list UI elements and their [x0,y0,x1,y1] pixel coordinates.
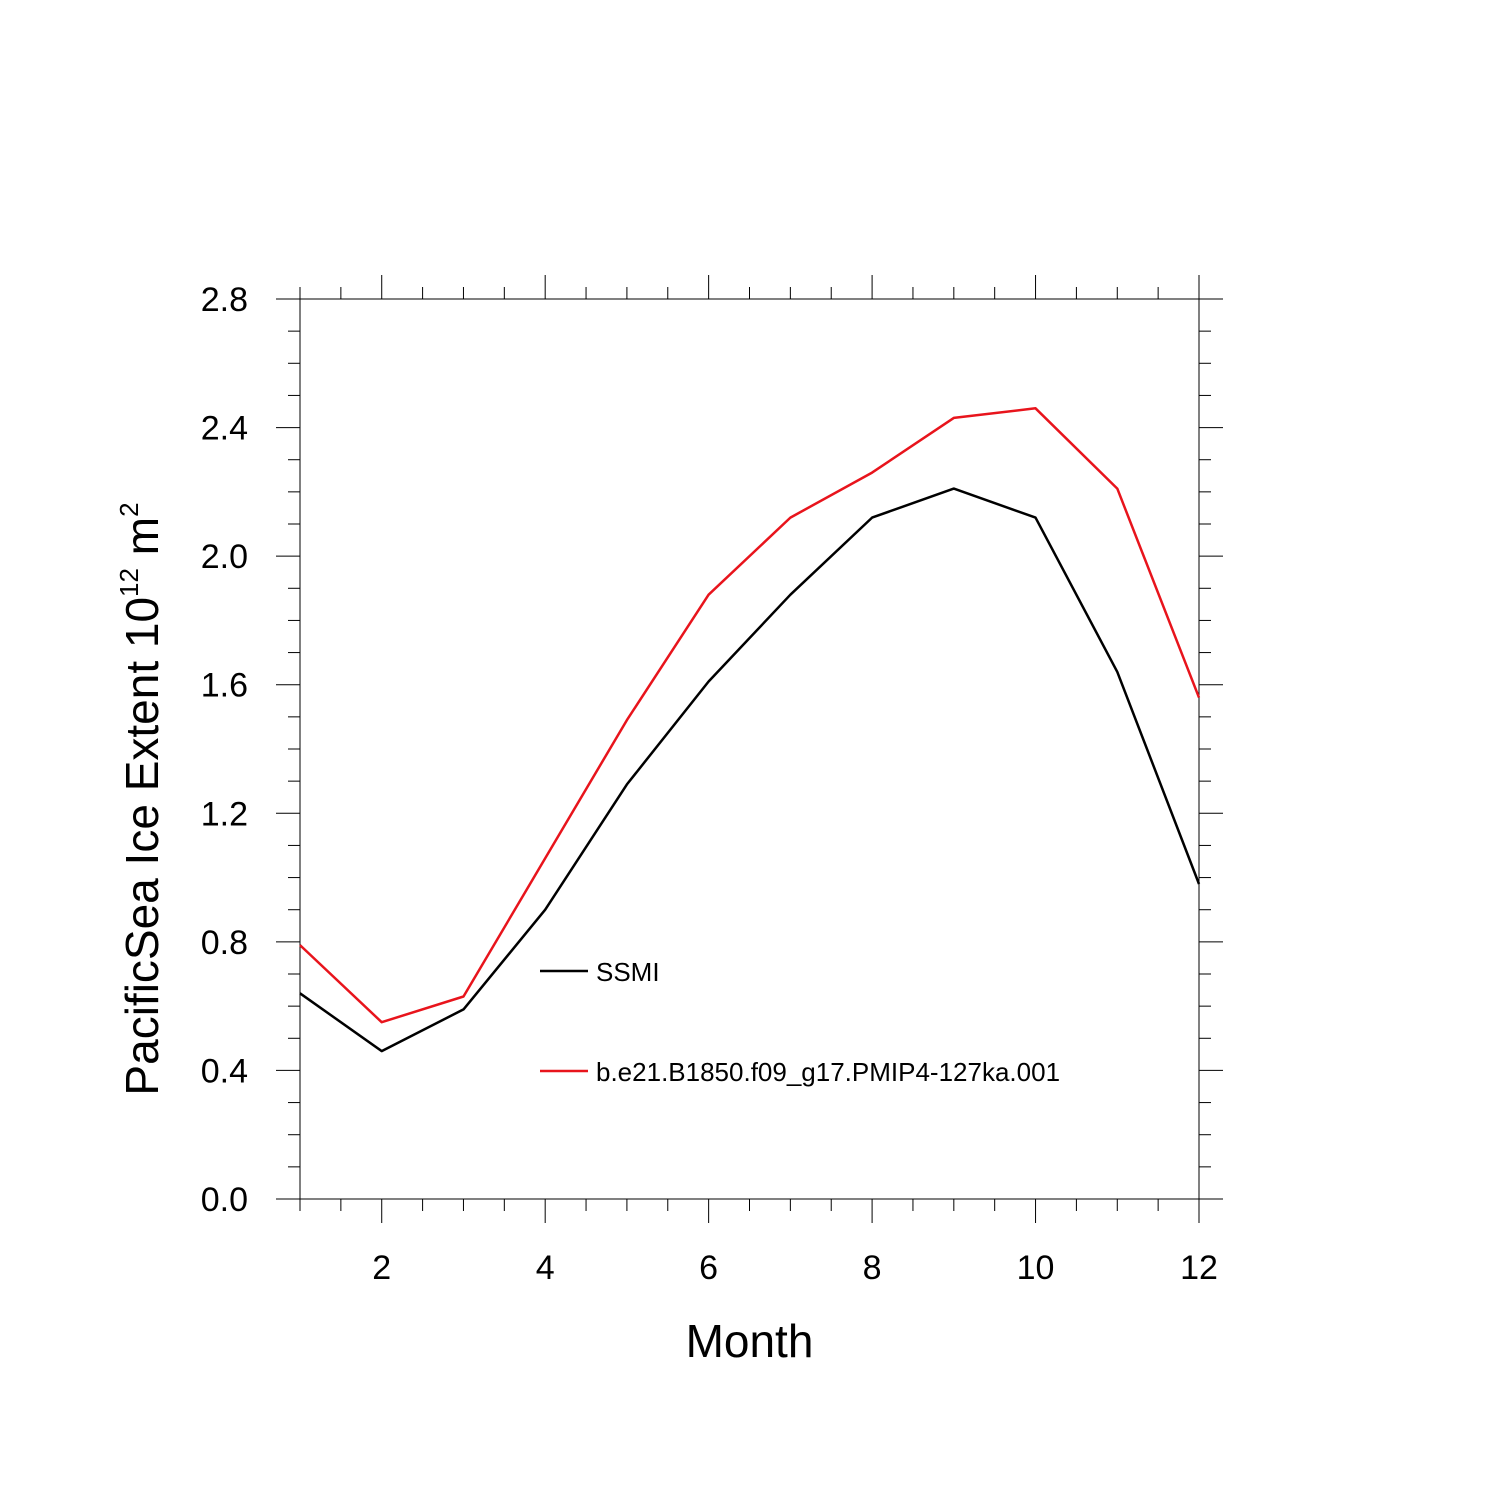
x-tick-label: 4 [536,1249,555,1287]
legend: SSMI b.e21.B1850.f09_g17.PMIP4-127ka.001 [540,957,1060,1087]
series-line-model [299,407,1201,1024]
y-axis-title-unit-exponent: 2 [114,502,144,516]
legend-label: b.e21.B1850.f09_g17.PMIP4-127ka.001 [596,1057,1060,1087]
y-tick-label: 2.4 [201,410,248,448]
axis-ticks [276,275,1223,1223]
y-tick-label: 0.0 [201,1181,248,1219]
x-tick-label: 8 [863,1249,882,1287]
y-tick-label: 1.2 [201,795,248,833]
series-line-ssmi [299,487,1201,1053]
plot-frame [299,298,1200,1200]
y-tick-label: 0.4 [201,1052,248,1090]
y-axis-title-exponent: 12 [114,568,144,597]
y-tick-label: 0.8 [201,924,248,962]
y-axis-title-unit: m [116,517,168,555]
legend-label: SSMI [596,957,660,987]
x-tick-label: 2 [372,1249,391,1287]
y-axis-title-unit-spacer [116,555,168,568]
series-lines [299,407,1201,1053]
x-tick-label: 6 [699,1249,718,1287]
x-axis-title: Month [686,1315,814,1367]
y-tick-label: 2.0 [201,538,248,576]
tick-labels: 2 4 6 8 10 12 0.0 0.4 0.8 1.2 1.6 2.0 2.4 2.8 [201,281,1218,1287]
x-tick-label: 10 [1017,1249,1055,1287]
y-tick-label: 2.8 [201,281,248,319]
y-tick-label: 1.6 [201,667,248,705]
y-axis-title-text: PacificSea Ice Extent 10 [116,597,168,1096]
y-axis-title: PacificSea Ice Extent 1012 m2 [114,502,168,1095]
x-tick-label: 12 [1180,1249,1218,1287]
